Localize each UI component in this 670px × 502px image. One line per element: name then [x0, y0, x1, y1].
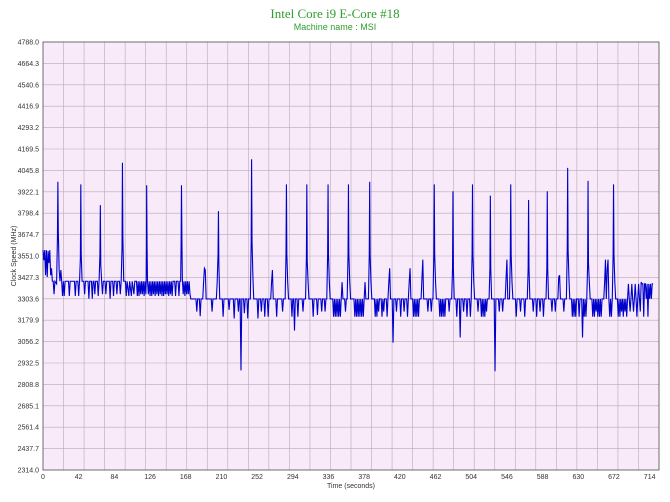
x-tick-label: 42 [75, 474, 83, 481]
x-tick-label: 210 [216, 474, 228, 481]
x-tick-label: 294 [287, 474, 299, 481]
x-axis-label: Time (seconds) [327, 483, 375, 490]
x-tick-label: 714 [644, 474, 656, 481]
y-tick-label: 4788.0 [18, 40, 40, 47]
y-tick-label: 4416.9 [18, 104, 40, 111]
x-tick-label: 0 [41, 474, 45, 481]
x-tick-label: 252 [251, 474, 263, 481]
y-tick-label: 2437.7 [18, 446, 40, 453]
series-line [42, 159, 654, 372]
y-axis-label: Clock Speed (MHz) [11, 226, 18, 287]
x-tick-label: 168 [180, 474, 192, 481]
y-tick-label: 4045.8 [18, 168, 40, 175]
x-tick-label: 546 [501, 474, 513, 481]
y-tick-label: 4540.6 [18, 82, 40, 89]
y-tick-label: 2561.4 [18, 425, 40, 432]
y-tick-label: 2808.8 [18, 382, 40, 389]
x-tick-label: 378 [358, 474, 370, 481]
chart-subtitle: Machine name : MSI [293, 22, 377, 32]
y-tick-label: 4169.5 [18, 147, 40, 154]
x-tick-label: 84 [110, 474, 118, 481]
x-tick-label: 630 [572, 474, 584, 481]
x-tick-label: 462 [430, 474, 442, 481]
y-tick-label: 4293.2 [18, 125, 40, 132]
y-tick-label: 2314.0 [18, 468, 40, 475]
chart-title: Intel Core i9 E-Core #18 [270, 6, 400, 21]
x-tick-label: 504 [465, 474, 477, 481]
x-tick-label: 588 [537, 474, 549, 481]
y-tick-label: 3056.2 [18, 339, 40, 346]
y-tick-label: 2685.1 [18, 403, 40, 410]
y-tick-label: 3798.4 [18, 211, 40, 218]
y-tick-label: 3551.0 [18, 254, 40, 261]
x-tick-label: 336 [323, 474, 335, 481]
y-tick-label: 2932.5 [18, 361, 40, 368]
x-tick-label: 420 [394, 474, 406, 481]
y-tick-label: 3674.7 [18, 232, 40, 239]
y-tick-label: 3179.9 [18, 318, 40, 325]
y-tick-label: 3427.3 [18, 275, 40, 282]
y-tick-label: 3303.6 [18, 296, 40, 303]
y-tick-label: 4664.3 [18, 61, 40, 68]
x-tick-label: 672 [608, 474, 620, 481]
y-tick-label: 3922.1 [18, 189, 40, 196]
x-tick-label: 126 [144, 474, 156, 481]
